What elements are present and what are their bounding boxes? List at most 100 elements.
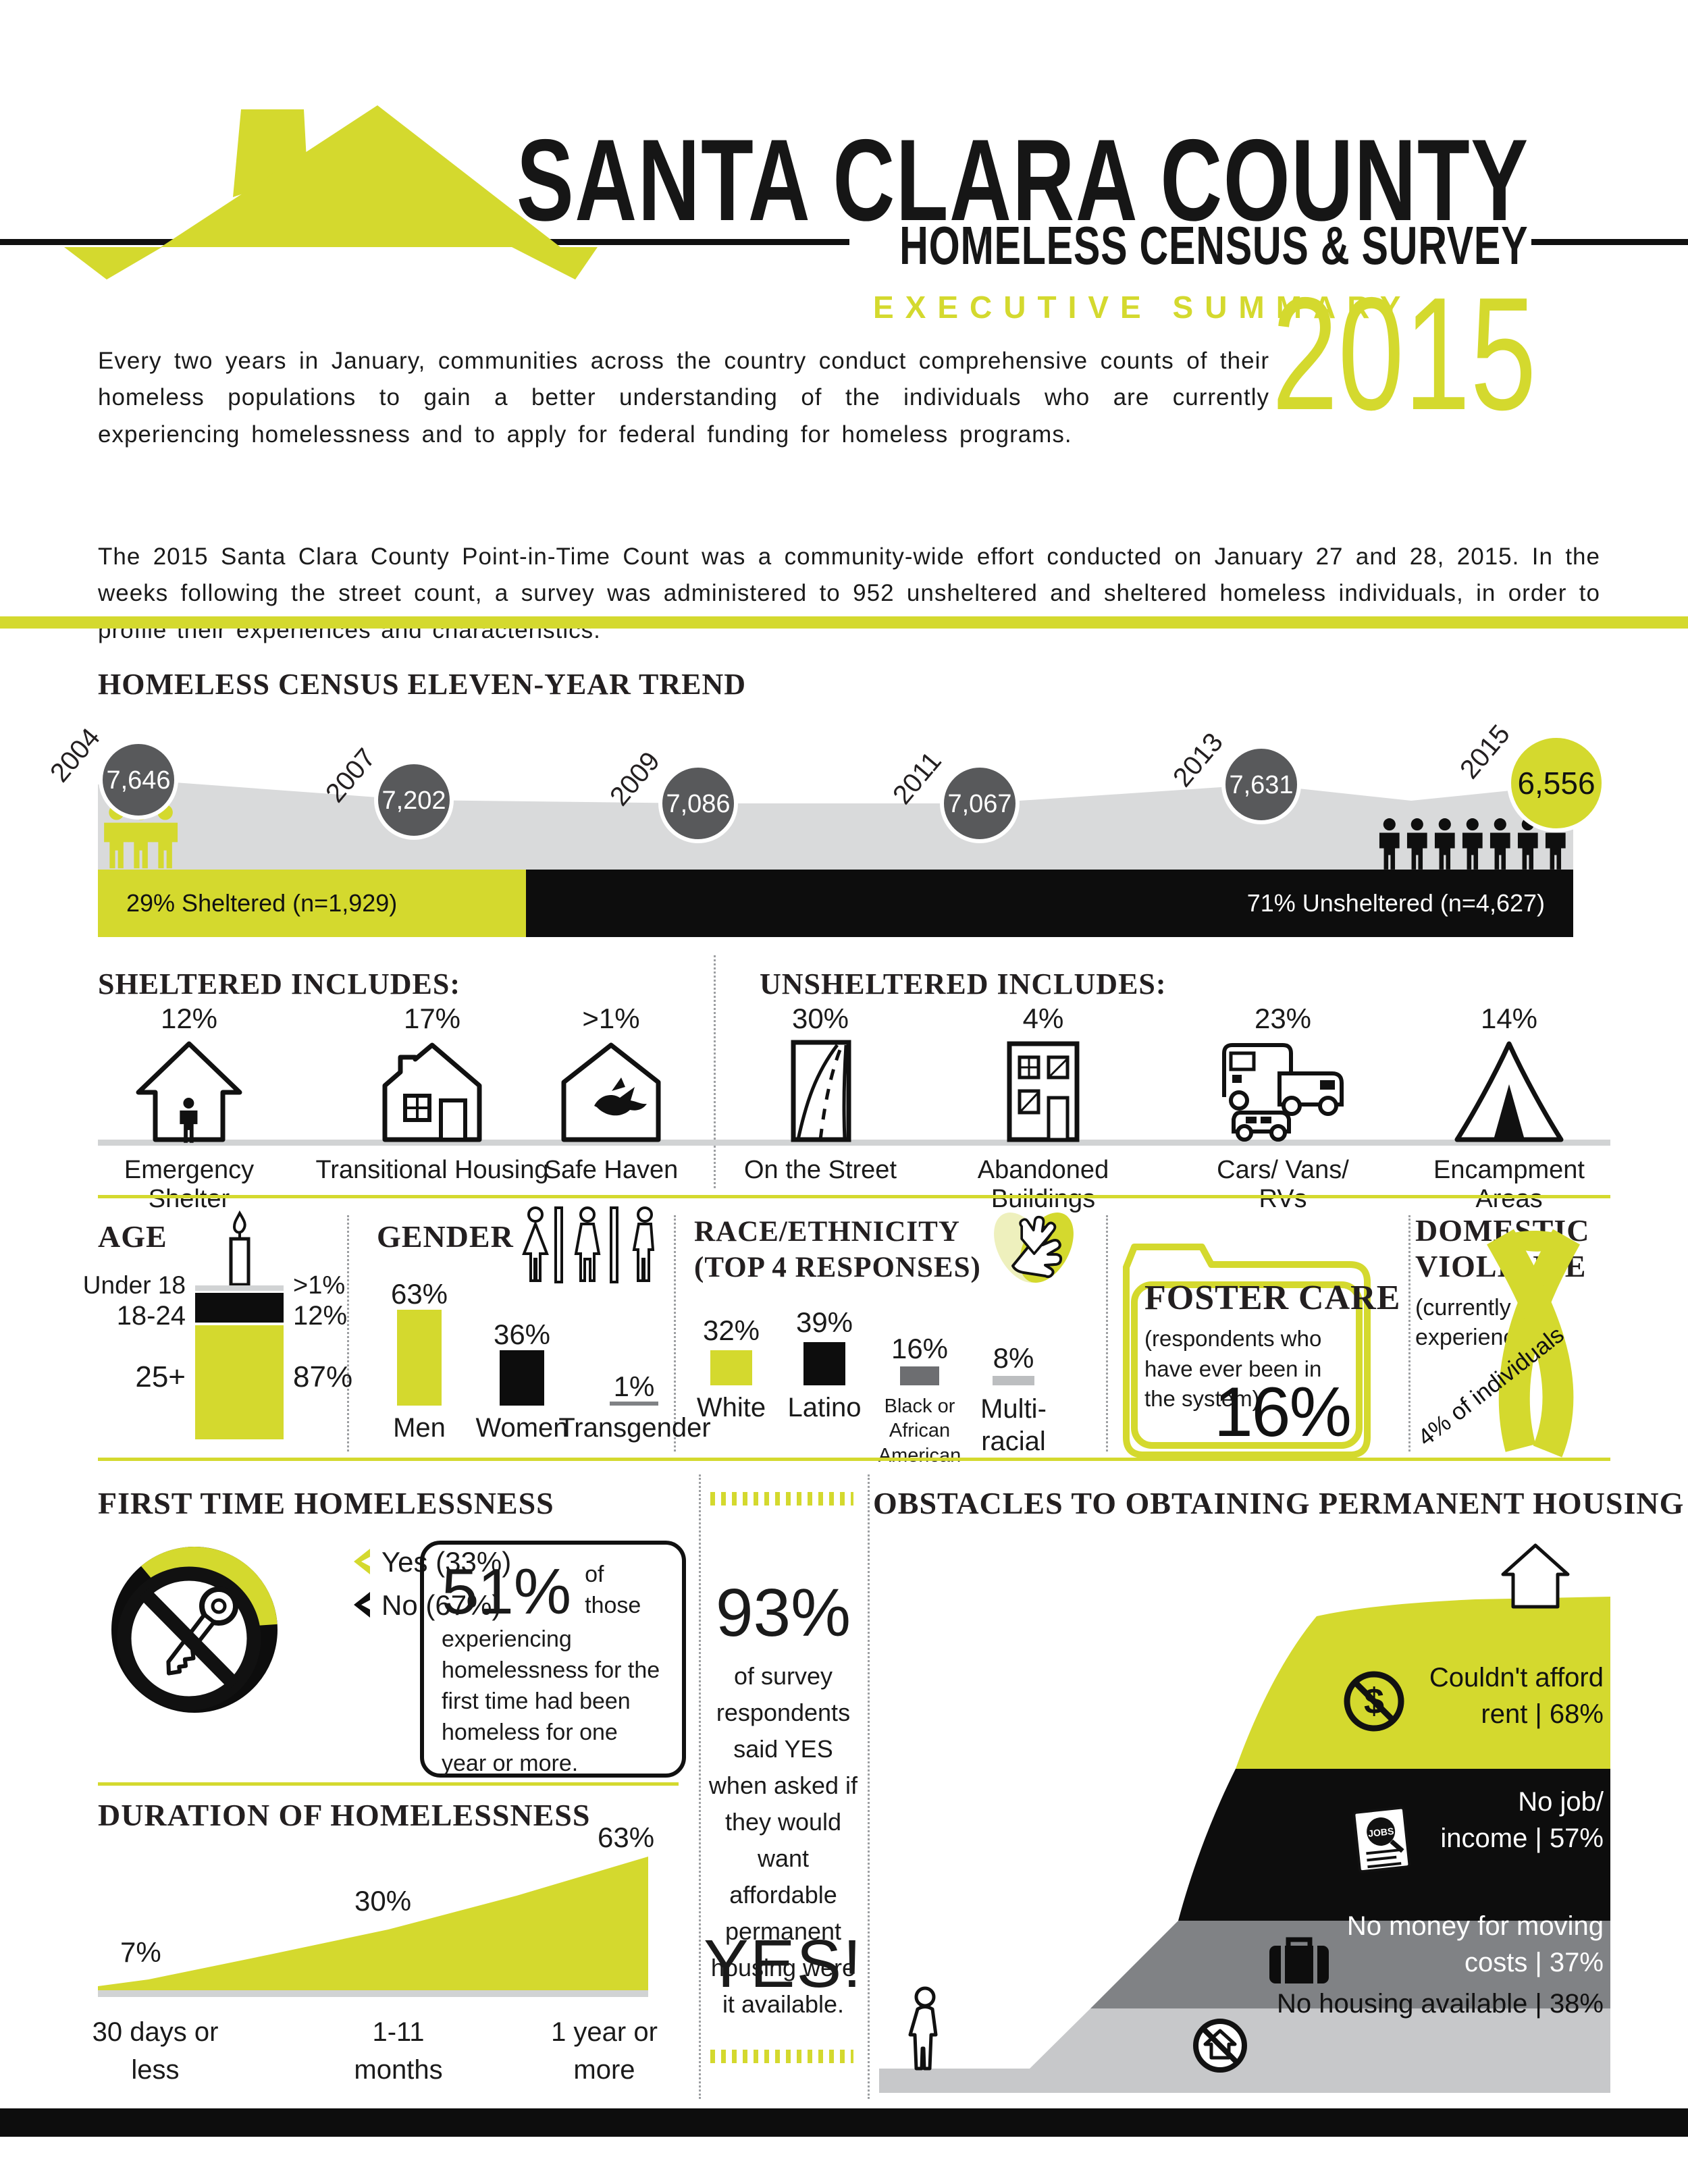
yes-column: 93% of survey respondents said YES when … (699, 1461, 870, 2102)
svg-text:6,556: 6,556 (1517, 766, 1595, 801)
age-18-24-pct: 12% (293, 1301, 348, 1331)
foster-desc: (respondents who have ever been in the s… (1144, 1326, 1322, 1412)
accent-divider-bar (0, 616, 1688, 629)
women-pct: 36% (493, 1319, 551, 1350)
callout-text: of those experiencing homelessness for t… (442, 1562, 660, 1776)
latino-bar (803, 1342, 845, 1385)
obstacles-title: OBSTACLES TO OBTAINING PERMANENT HOUSING (873, 1486, 1685, 1520)
on-street-pct: 30% (791, 1003, 849, 1034)
house-logo-icon (64, 105, 598, 279)
yes-column-border-left (699, 1474, 701, 2099)
trend-gray-band (98, 780, 1573, 870)
encampment-pct: 14% (1480, 1003, 1538, 1034)
yes-tickband-bottom (710, 2050, 853, 2063)
yes-chevron-icon (354, 1549, 370, 1574)
yes-pct: 93% (715, 1575, 851, 1651)
obstacles-mountain: $ JOBS (879, 1543, 1610, 2093)
header: SANTA CLARA COUNTY HOMELESS CENSUS & SUR… (0, 0, 1688, 643)
duration-area-chart (98, 1857, 648, 1997)
men-label: Men (393, 1413, 446, 1443)
duration-7pct: 7% (120, 1936, 161, 1968)
age-25plus-pct: 87% (293, 1360, 353, 1393)
on-street-label: On the Street (743, 1156, 897, 1184)
safe-haven-label: Safe Haven (544, 1156, 679, 1184)
svg-text:2013: 2013 (1167, 728, 1229, 793)
intro-paragraph-1: Every two years in January, communities … (98, 348, 1269, 448)
transgender-label: Transgender (558, 1413, 711, 1443)
trend-title: HOMELESS CENSUS ELEVEN-YEAR TREND (98, 668, 747, 701)
unsheltered-includes-title: UNSHELTERED INCLUDES: (760, 967, 1167, 1001)
svg-text:2015: 2015 (1454, 720, 1516, 784)
header-rule-right (1531, 239, 1688, 245)
encampment-icon (1454, 1041, 1564, 1142)
women-bar (500, 1350, 544, 1406)
divider-2 (98, 1458, 1610, 1461)
transitional-housing-icon (382, 1042, 482, 1142)
duration-title: DURATION OF HOMELESSNESS (98, 1798, 591, 1832)
obstacle-moving-line1: No money for moving (1346, 1911, 1604, 1941)
white-label: White (696, 1393, 766, 1422)
age-under18-label: Under 18 (82, 1271, 186, 1299)
age-18-24-label: 18-24 (116, 1301, 186, 1331)
black-pct: 16% (891, 1333, 949, 1364)
svg-text:7,086: 7,086 (666, 790, 730, 818)
page-subtitle: HOMELESS CENSUS & SURVEY (899, 215, 1528, 275)
emergency-shelter-label: Emergency Shelter (124, 1156, 255, 1213)
no-chevron-icon (354, 1592, 370, 1618)
kicker: EXECUTIVE SUMMARY (873, 290, 1413, 325)
age-bar-under18 (195, 1285, 284, 1293)
callout-big-pct: 51% (442, 1555, 572, 1628)
age-title: AGE (98, 1219, 167, 1254)
transitional-housing-pct: 17% (403, 1003, 461, 1034)
latino-pct: 39% (795, 1306, 853, 1338)
men-bar (397, 1310, 442, 1406)
age-25plus-label: 25+ (135, 1360, 186, 1393)
age-bar-25plus (195, 1325, 284, 1439)
trend-point-2009 (658, 764, 738, 843)
yes-tickband-top (710, 1492, 853, 1506)
no-legend-label: No (67%) (381, 1589, 502, 1621)
vehicles-label: Cars/ Vans/ RVs (1217, 1156, 1349, 1213)
obstacle-moving-line2: costs | 37% (1464, 1948, 1604, 1977)
trend-point-2007 (374, 760, 454, 840)
white-bar (710, 1350, 752, 1385)
obstacle-housing-line1: No housing available | 38% (1276, 1989, 1604, 2019)
transgender-pct: 1% (613, 1370, 655, 1402)
svg-text:2009: 2009 (604, 747, 666, 811)
abandoned-label: Abandoned Buildings (977, 1156, 1109, 1213)
foster-title: FOSTER CARE (1144, 1279, 1401, 1317)
hands-icon (994, 1213, 1074, 1283)
multiracial-bar (993, 1376, 1034, 1385)
yes-column-border-right (868, 1474, 870, 2099)
duration-divider (98, 1782, 679, 1786)
jobs-paper-icon: JOBS (1352, 1806, 1411, 1873)
duration-section: DURATION OF HOMELESSNESS 7% 30% 63% 30 d… (0, 1782, 699, 2100)
yes-legend-label: Yes (33%) (381, 1546, 512, 1578)
gender-figures-icon (522, 1206, 655, 1283)
obstacle-job: No job/ income | 57% (1411, 1784, 1604, 1857)
multiracial-label: Multi-racial (980, 1394, 1047, 1456)
first-time-donut-chart (111, 1547, 278, 1713)
trend-point-2011 (940, 764, 1020, 843)
svg-text:7,202: 7,202 (381, 787, 446, 815)
sheltered-bar-segment: 29% Sheltered (n=1,929) (98, 870, 526, 937)
emergency-shelter-pct: 12% (160, 1003, 218, 1034)
black-bar (900, 1366, 939, 1385)
multiracial-pct: 8% (993, 1342, 1034, 1374)
svg-text:2011: 2011 (887, 747, 947, 810)
year-big: 2015 (1271, 265, 1536, 444)
obstacle-moving: No money for moving costs | 37% (1344, 1908, 1604, 1981)
trend-section: HOMELESS CENSUS ELEVEN-YEAR TREND (0, 648, 1688, 938)
unsheltered-bar-label: 71% Unsheltered (n=4,627) (1246, 889, 1545, 917)
encampment-label: Encampment Areas (1433, 1156, 1585, 1213)
suitcase-icon (1269, 1937, 1329, 1983)
intro-paragraph-2: The 2015 Santa Clara County Point-in-Tim… (98, 543, 1600, 643)
first-time-title: FIRST TIME HOMELESSNESS (98, 1486, 554, 1520)
safe-haven-pct: >1% (582, 1003, 640, 1034)
yes-text: of survey respondents said YES when aske… (708, 1662, 858, 2018)
trend-point-2004 (99, 740, 178, 820)
stats-divider-4 (1408, 1215, 1410, 1451)
black-label: Black or African American (878, 1395, 961, 1466)
men-pct: 63% (390, 1278, 448, 1310)
no-key-icon (117, 1566, 261, 1711)
